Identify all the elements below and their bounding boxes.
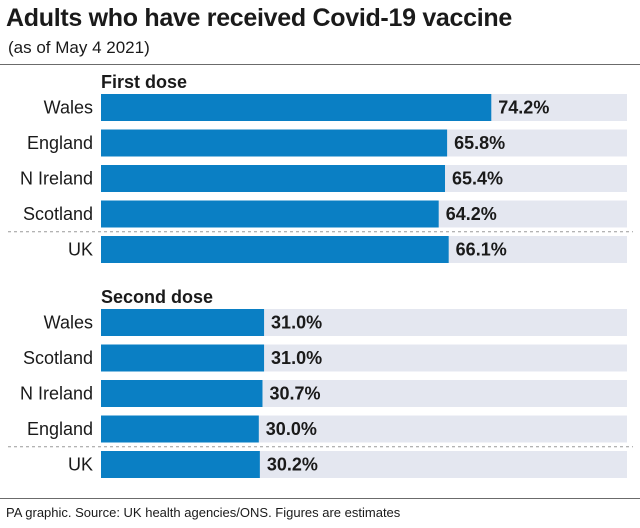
bar <box>101 236 449 263</box>
section-title: First dose <box>101 72 187 92</box>
value-label: 65.8% <box>454 133 505 153</box>
category-label: UK <box>68 455 93 475</box>
category-label: N Ireland <box>20 384 93 404</box>
bar <box>101 380 263 407</box>
category-label: Wales <box>44 313 93 333</box>
value-label: 66.1% <box>456 240 507 260</box>
value-label: 30.2% <box>267 455 318 475</box>
category-label: Wales <box>44 98 93 118</box>
value-label: 31.0% <box>271 313 322 333</box>
category-label: UK <box>68 240 93 260</box>
value-label: 31.0% <box>271 348 322 368</box>
chart-title: Adults who have received Covid-19 vaccin… <box>6 4 512 32</box>
value-label: 65.4% <box>452 169 503 189</box>
category-label: Scotland <box>23 348 93 368</box>
bar-chart: First dose Wales 74.2% England 65.8% N Irelan… <box>8 72 633 478</box>
bar <box>101 94 492 121</box>
value-label: 30.0% <box>266 419 317 439</box>
bar <box>101 451 260 478</box>
bar <box>101 344 265 372</box>
bar <box>101 200 439 228</box>
value-label: 74.2% <box>498 98 549 118</box>
category-label: N Ireland <box>20 169 93 189</box>
value-label: 64.2% <box>446 204 497 224</box>
value-label: 30.7% <box>269 384 320 404</box>
source-note: PA graphic. Source: UK health agencies/O… <box>6 505 401 520</box>
bar <box>101 309 265 336</box>
bottom-rule <box>0 498 640 499</box>
bar <box>101 165 446 192</box>
category-label: Scotland <box>23 204 93 224</box>
bar <box>101 415 259 443</box>
chart-subtitle: (as of May 4 2021) <box>8 38 150 57</box>
section-title: Second dose <box>101 287 213 307</box>
top-rule <box>0 64 640 65</box>
category-label: England <box>27 133 93 153</box>
bar <box>101 129 448 157</box>
category-label: England <box>27 419 93 439</box>
